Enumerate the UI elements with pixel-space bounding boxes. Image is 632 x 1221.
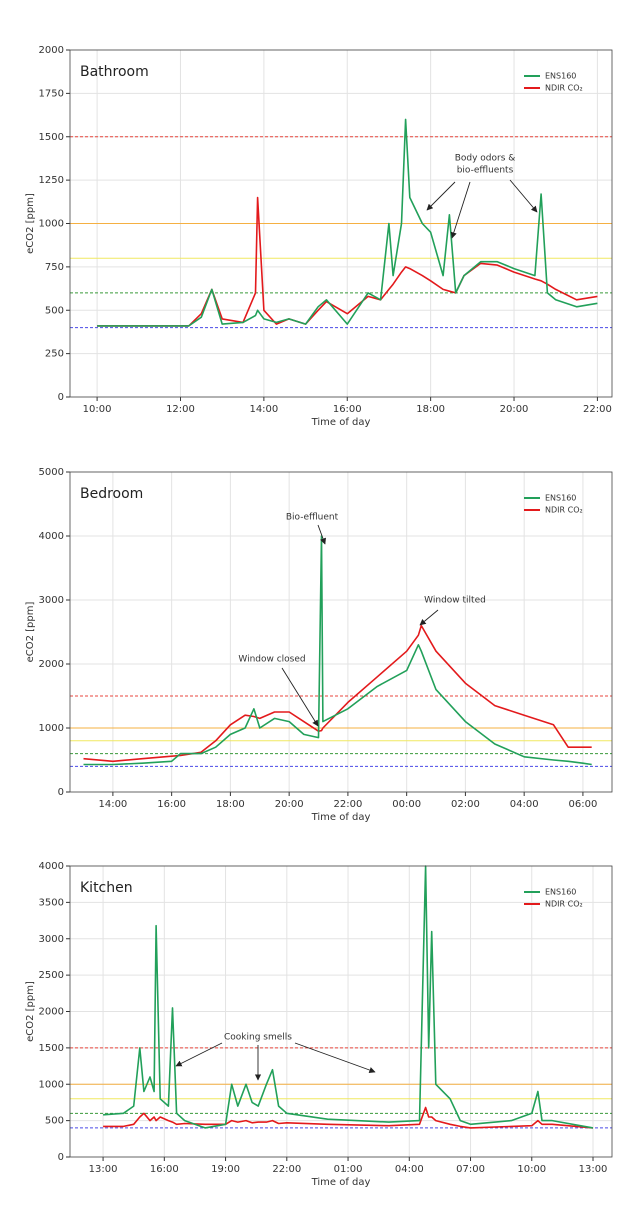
y-tick-label: 2000 [39, 659, 64, 670]
plot-frame [69, 865, 613, 1158]
x-tick-label: 16:00 [150, 1164, 179, 1175]
legend-label: ENS160 [545, 72, 576, 81]
y-tick-label: 4000 [39, 531, 64, 542]
y-tick-label: 1000 [39, 723, 64, 734]
x-tick-label: 22:00 [333, 799, 362, 810]
y-tick-label: 2000 [39, 1007, 64, 1018]
x-tick-label: 16:00 [157, 799, 186, 810]
series-line [103, 865, 594, 1129]
y-tick-label: 0 [58, 392, 64, 403]
x-axis-label: Time of day [311, 812, 371, 823]
x-tick-label: 20:00 [500, 404, 529, 415]
x-tick-label: 19:00 [211, 1164, 240, 1175]
annotation: Bio-effluent [286, 513, 339, 523]
y-tick-label: 0 [58, 1152, 64, 1163]
y-tick-label: 500 [45, 1116, 64, 1127]
y-tick-label: 4000 [39, 861, 64, 872]
series-line [97, 196, 598, 327]
x-axis-label: Time of day [311, 1177, 371, 1188]
x-tick-label: 22:00 [583, 404, 612, 415]
y-axis-label: eCO2 [ppm] [25, 193, 36, 254]
annotation-arrow [317, 524, 326, 545]
annotation-arrow [281, 667, 319, 727]
x-axis-label: Time of day [311, 417, 371, 428]
annotation-arrow [419, 609, 439, 626]
y-tick-label: 500 [45, 305, 64, 316]
legend-label: NDIR CO₂ [545, 506, 583, 515]
y-tick-label: 3000 [39, 595, 64, 606]
x-tick-label: 14:00 [98, 799, 127, 810]
plot-frame [69, 49, 613, 398]
x-tick-label: 02:00 [451, 799, 480, 810]
plot-frame [69, 471, 613, 793]
y-tick-label: 1500 [39, 1043, 64, 1054]
annotation: Window closed [238, 655, 305, 665]
annotation-arrow [294, 1042, 376, 1074]
y-tick-label: 1500 [39, 132, 64, 143]
series-line [97, 118, 598, 327]
annotation-arrow [450, 181, 471, 239]
y-tick-label: 3000 [39, 934, 64, 945]
x-tick-label: 13:00 [89, 1164, 118, 1175]
x-tick-label: 04:00 [510, 799, 539, 810]
y-tick-label: 0 [58, 787, 64, 798]
x-tick-label: 13:00 [579, 1164, 608, 1175]
legend-label: NDIR CO₂ [545, 84, 583, 93]
x-tick-label: 16:00 [333, 404, 362, 415]
x-tick-label: 10:00 [83, 404, 112, 415]
annotation: Cooking smells [224, 1033, 292, 1043]
y-axis-label: eCO2 [ppm] [25, 981, 36, 1042]
y-tick-label: 250 [45, 349, 64, 360]
annotation-arrow [175, 1042, 223, 1067]
y-tick-label: 3500 [39, 897, 64, 908]
legend-label: ENS160 [545, 494, 576, 503]
y-tick-label: 2500 [39, 970, 64, 981]
y-tick-label: 5000 [39, 467, 64, 478]
panel-title: Bedroom [80, 486, 143, 502]
y-tick-label: 1000 [39, 219, 64, 230]
plot-area [70, 472, 612, 792]
panel-title: Kitchen [80, 880, 133, 896]
x-tick-label: 04:00 [395, 1164, 424, 1175]
annotation-arrow [426, 181, 456, 211]
series-line [83, 535, 592, 766]
x-tick-label: 00:00 [392, 799, 421, 810]
legend-label: ENS160 [545, 888, 576, 897]
annotation: Body odors & [455, 154, 516, 164]
x-tick-label: 22:00 [272, 1164, 301, 1175]
x-tick-label: 12:00 [166, 404, 195, 415]
y-tick-label: 1000 [39, 1079, 64, 1090]
y-tick-label: 1250 [39, 175, 64, 186]
y-axis-label: eCO2 [ppm] [25, 602, 36, 663]
x-tick-label: 18:00 [416, 404, 445, 415]
x-tick-label: 20:00 [275, 799, 304, 810]
legend-label: NDIR CO₂ [545, 900, 583, 909]
x-tick-label: 14:00 [249, 404, 278, 415]
panel-title: Bathroom [80, 64, 149, 80]
y-tick-label: 1750 [39, 88, 64, 99]
x-tick-label: 18:00 [216, 799, 245, 810]
x-tick-label: 10:00 [517, 1164, 546, 1175]
series-line [103, 1106, 594, 1129]
x-tick-label: 01:00 [334, 1164, 363, 1175]
annotation: bio-effluents [457, 166, 514, 176]
annotation: Window tilted [424, 596, 486, 606]
y-tick-label: 750 [45, 262, 64, 273]
x-tick-label: 07:00 [456, 1164, 485, 1175]
y-tick-label: 2000 [39, 45, 64, 56]
x-tick-label: 06:00 [569, 799, 598, 810]
annotation-arrow [509, 179, 538, 213]
